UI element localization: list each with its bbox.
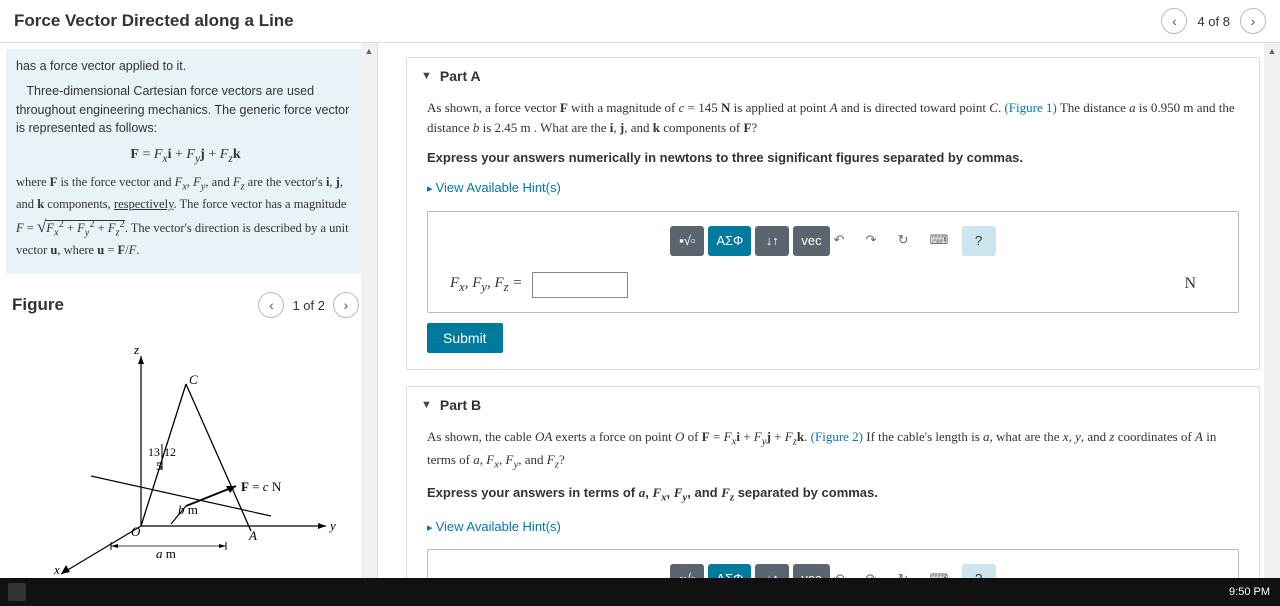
part-a-box: ▼ Part A As shown, a force vector F with… xyxy=(406,57,1260,370)
redo-icon[interactable]: ↷ xyxy=(866,230,894,250)
figure-title: Figure xyxy=(12,295,64,315)
figure-2-link[interactable]: (Figure 2) xyxy=(811,429,863,444)
undo-icon[interactable]: ↶ xyxy=(834,230,862,250)
part-a-header[interactable]: ▼ Part A xyxy=(407,58,1259,94)
taskbar-left xyxy=(8,583,26,601)
left-column: has a force vector applied to it. Three-… xyxy=(0,43,378,583)
scroll-up-icon[interactable]: ▲ xyxy=(361,43,377,59)
part-b-header[interactable]: ▼ Part B xyxy=(407,387,1259,423)
concept-para3: where F is the force vector and Fx, Fy, … xyxy=(16,173,355,260)
figure-header: Figure ‹ 1 of 2 › xyxy=(6,292,365,318)
part-a-title: Part A xyxy=(440,68,481,84)
part-b-instr: Express your answers in terms of a, Fx, … xyxy=(427,483,1239,506)
svg-text:A: A xyxy=(248,528,257,543)
concept-eq1: F = Fxi + Fyj + Fzk xyxy=(16,144,355,167)
scroll-up-icon[interactable]: ▲ xyxy=(1264,43,1280,59)
svg-text:O: O xyxy=(131,524,141,539)
svg-text:12: 12 xyxy=(164,445,176,459)
main-content: has a force vector applied to it. Three-… xyxy=(0,43,1280,583)
vec-button[interactable]: vec xyxy=(793,226,829,256)
page-header: Force Vector Directed along a Line ‹ 4 o… xyxy=(0,0,1280,43)
part-a-instr: Express your answers numerically in newt… xyxy=(427,148,1239,168)
taskbar-time: 9:50 PM xyxy=(1229,586,1270,598)
figure-pager: ‹ 1 of 2 › xyxy=(258,292,359,318)
answer-input[interactable] xyxy=(532,272,628,298)
svg-text:z: z xyxy=(133,342,139,357)
template-button[interactable]: ▪√▫ xyxy=(670,226,704,256)
answer-toolbar: ▪√▫ ΑΣΦ ↓↑ vec ↶ ↷ ↻ ⌨ ? xyxy=(442,226,1224,256)
concept-para2: Three-dimensional Cartesian force vector… xyxy=(16,82,355,138)
svg-text:b m: b m xyxy=(178,502,198,517)
svg-text:a m: a m xyxy=(156,546,176,561)
figure-prev-button[interactable]: ‹ xyxy=(258,292,284,318)
svg-text:F = c N: F = c N xyxy=(241,479,282,494)
page-title: Force Vector Directed along a Line xyxy=(14,11,294,31)
svg-text:y: y xyxy=(328,518,336,533)
figure-1-link[interactable]: (Figure 1) xyxy=(1004,100,1056,115)
answer-row: Fx, Fy, Fz = N xyxy=(442,272,1224,298)
start-icon[interactable] xyxy=(8,583,26,601)
right-scrollbar[interactable]: ▲ xyxy=(1264,43,1280,583)
svg-text:5: 5 xyxy=(156,459,162,473)
reset-icon[interactable]: ↻ xyxy=(898,230,926,250)
submit-button[interactable]: Submit xyxy=(427,323,503,353)
part-b-box: ▼ Part B As shown, the cable OA exerts a… xyxy=(406,386,1260,583)
pager-text: 4 of 8 xyxy=(1197,14,1230,29)
concept-line1: has a force vector applied to it. xyxy=(16,57,355,76)
part-a-body: As shown, a force vector F with a magnit… xyxy=(407,94,1259,369)
answer-label: Fx, Fy, Fz = xyxy=(450,272,522,297)
svg-text:C: C xyxy=(189,372,198,387)
header-pager: ‹ 4 of 8 › xyxy=(1161,8,1266,34)
left-scrollbar[interactable]: ▲ xyxy=(361,43,377,583)
part-a-text: As shown, a force vector F with a magnit… xyxy=(427,98,1239,138)
part-b-hints[interactable]: View Available Hint(s) xyxy=(427,517,561,537)
help-button[interactable]: ? xyxy=(962,226,996,256)
figure-svg: z y x C F = c N b m O A 13 12 xyxy=(36,336,336,576)
keyboard-icon[interactable]: ⌨ xyxy=(930,230,958,250)
taskbar[interactable]: 9:50 PM xyxy=(0,578,1280,606)
next-button[interactable]: › xyxy=(1240,8,1266,34)
right-column: ▼ Part A As shown, a force vector F with… xyxy=(378,43,1280,583)
caret-down-icon: ▼ xyxy=(421,399,432,411)
part-b-text: As shown, the cable OA exerts a force on… xyxy=(427,427,1239,474)
answer-unit: N xyxy=(1184,272,1216,297)
prev-button[interactable]: ‹ xyxy=(1161,8,1187,34)
svg-text:13: 13 xyxy=(148,445,160,459)
figure-diagram: z y x C F = c N b m O A 13 12 xyxy=(6,336,365,576)
subscript-button[interactable]: ↓↑ xyxy=(755,226,789,256)
part-b-body: As shown, the cable OA exerts a force on… xyxy=(407,423,1259,583)
part-a-hints[interactable]: View Available Hint(s) xyxy=(427,178,561,198)
caret-down-icon: ▼ xyxy=(421,70,432,82)
concept-box: has a force vector applied to it. Three-… xyxy=(6,49,365,274)
greek-button[interactable]: ΑΣΦ xyxy=(708,226,751,256)
svg-text:x: x xyxy=(53,562,60,576)
part-b-title: Part B xyxy=(440,397,481,413)
part-a-answer-box: ▪√▫ ΑΣΦ ↓↑ vec ↶ ↷ ↻ ⌨ ? Fx, Fy, Fz = N xyxy=(427,211,1239,313)
figure-pager-text: 1 of 2 xyxy=(292,298,325,313)
figure-next-button[interactable]: › xyxy=(333,292,359,318)
